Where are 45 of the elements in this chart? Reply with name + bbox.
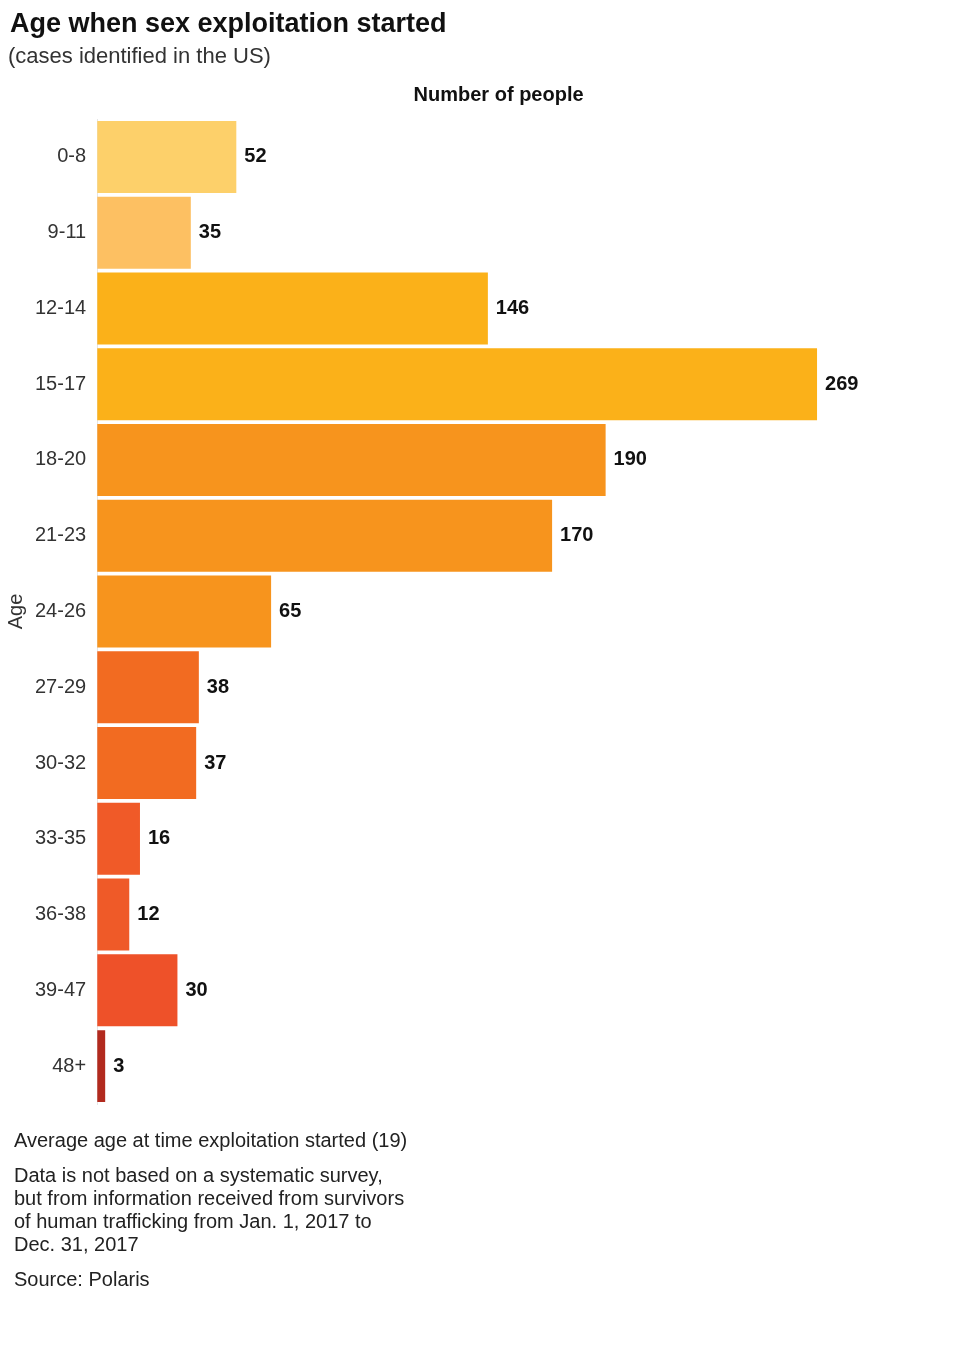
bar xyxy=(97,802,140,875)
y-tick-label: 12-14 xyxy=(35,295,87,318)
data-label: 269 xyxy=(825,371,859,394)
bar xyxy=(97,727,197,800)
bar xyxy=(97,196,191,269)
data-label: 190 xyxy=(613,447,647,470)
text: Data is not based on a systematic survey, but from information received from survivors of human trafficking from Jan. 1, 2017 to Dec. 31, 2017 xyxy=(14,1164,406,1256)
text: Average age at time exploitation started (19) xyxy=(14,1129,409,1152)
y-tick-label: 18-20 xyxy=(35,447,87,470)
data-label: 52 xyxy=(244,144,267,167)
bar xyxy=(97,575,272,648)
y-tick-label: 39-47 xyxy=(35,977,87,1000)
y-tick-label: 21-23 xyxy=(35,523,87,546)
y-tick-label: 9-11 xyxy=(47,220,87,243)
data-label: 37 xyxy=(204,750,227,773)
bar xyxy=(97,120,237,193)
data-label: 38 xyxy=(206,674,230,697)
bar xyxy=(97,499,553,572)
x-axis-title: Number of people xyxy=(413,82,584,105)
y-tick-label: 30-32 xyxy=(35,750,87,773)
bar xyxy=(97,272,488,345)
y-tick-label: 48+ xyxy=(52,1053,87,1076)
y-tick-label: 15-17 xyxy=(35,371,87,394)
bar xyxy=(97,348,818,421)
bar xyxy=(97,651,199,724)
chart-subtitle: (cases identified in the US) xyxy=(8,43,272,69)
data-label: 35 xyxy=(198,220,222,243)
data-label: 146 xyxy=(495,295,530,318)
data-label: 170 xyxy=(560,523,594,546)
data-label: 12 xyxy=(137,902,160,925)
bar xyxy=(97,423,606,496)
y-axis-title: Age xyxy=(3,593,26,630)
y-tick-label: 27-29 xyxy=(35,674,87,697)
y-tick-label: 36-38 xyxy=(35,902,87,925)
data-label: 16 xyxy=(147,826,171,849)
bar xyxy=(97,878,130,951)
data-label: 3 xyxy=(113,1053,125,1076)
data-label: 30 xyxy=(185,977,208,1000)
chart-title: Age when sex exploitation started xyxy=(10,8,448,39)
source-note: Source: Polaris xyxy=(14,1268,151,1291)
y-tick-label: 24-26 xyxy=(35,599,87,622)
y-tick-label: 0-8 xyxy=(57,144,87,167)
bar xyxy=(97,954,178,1027)
data-label: 65 xyxy=(279,599,302,622)
y-tick-label: 33-35 xyxy=(35,826,87,849)
